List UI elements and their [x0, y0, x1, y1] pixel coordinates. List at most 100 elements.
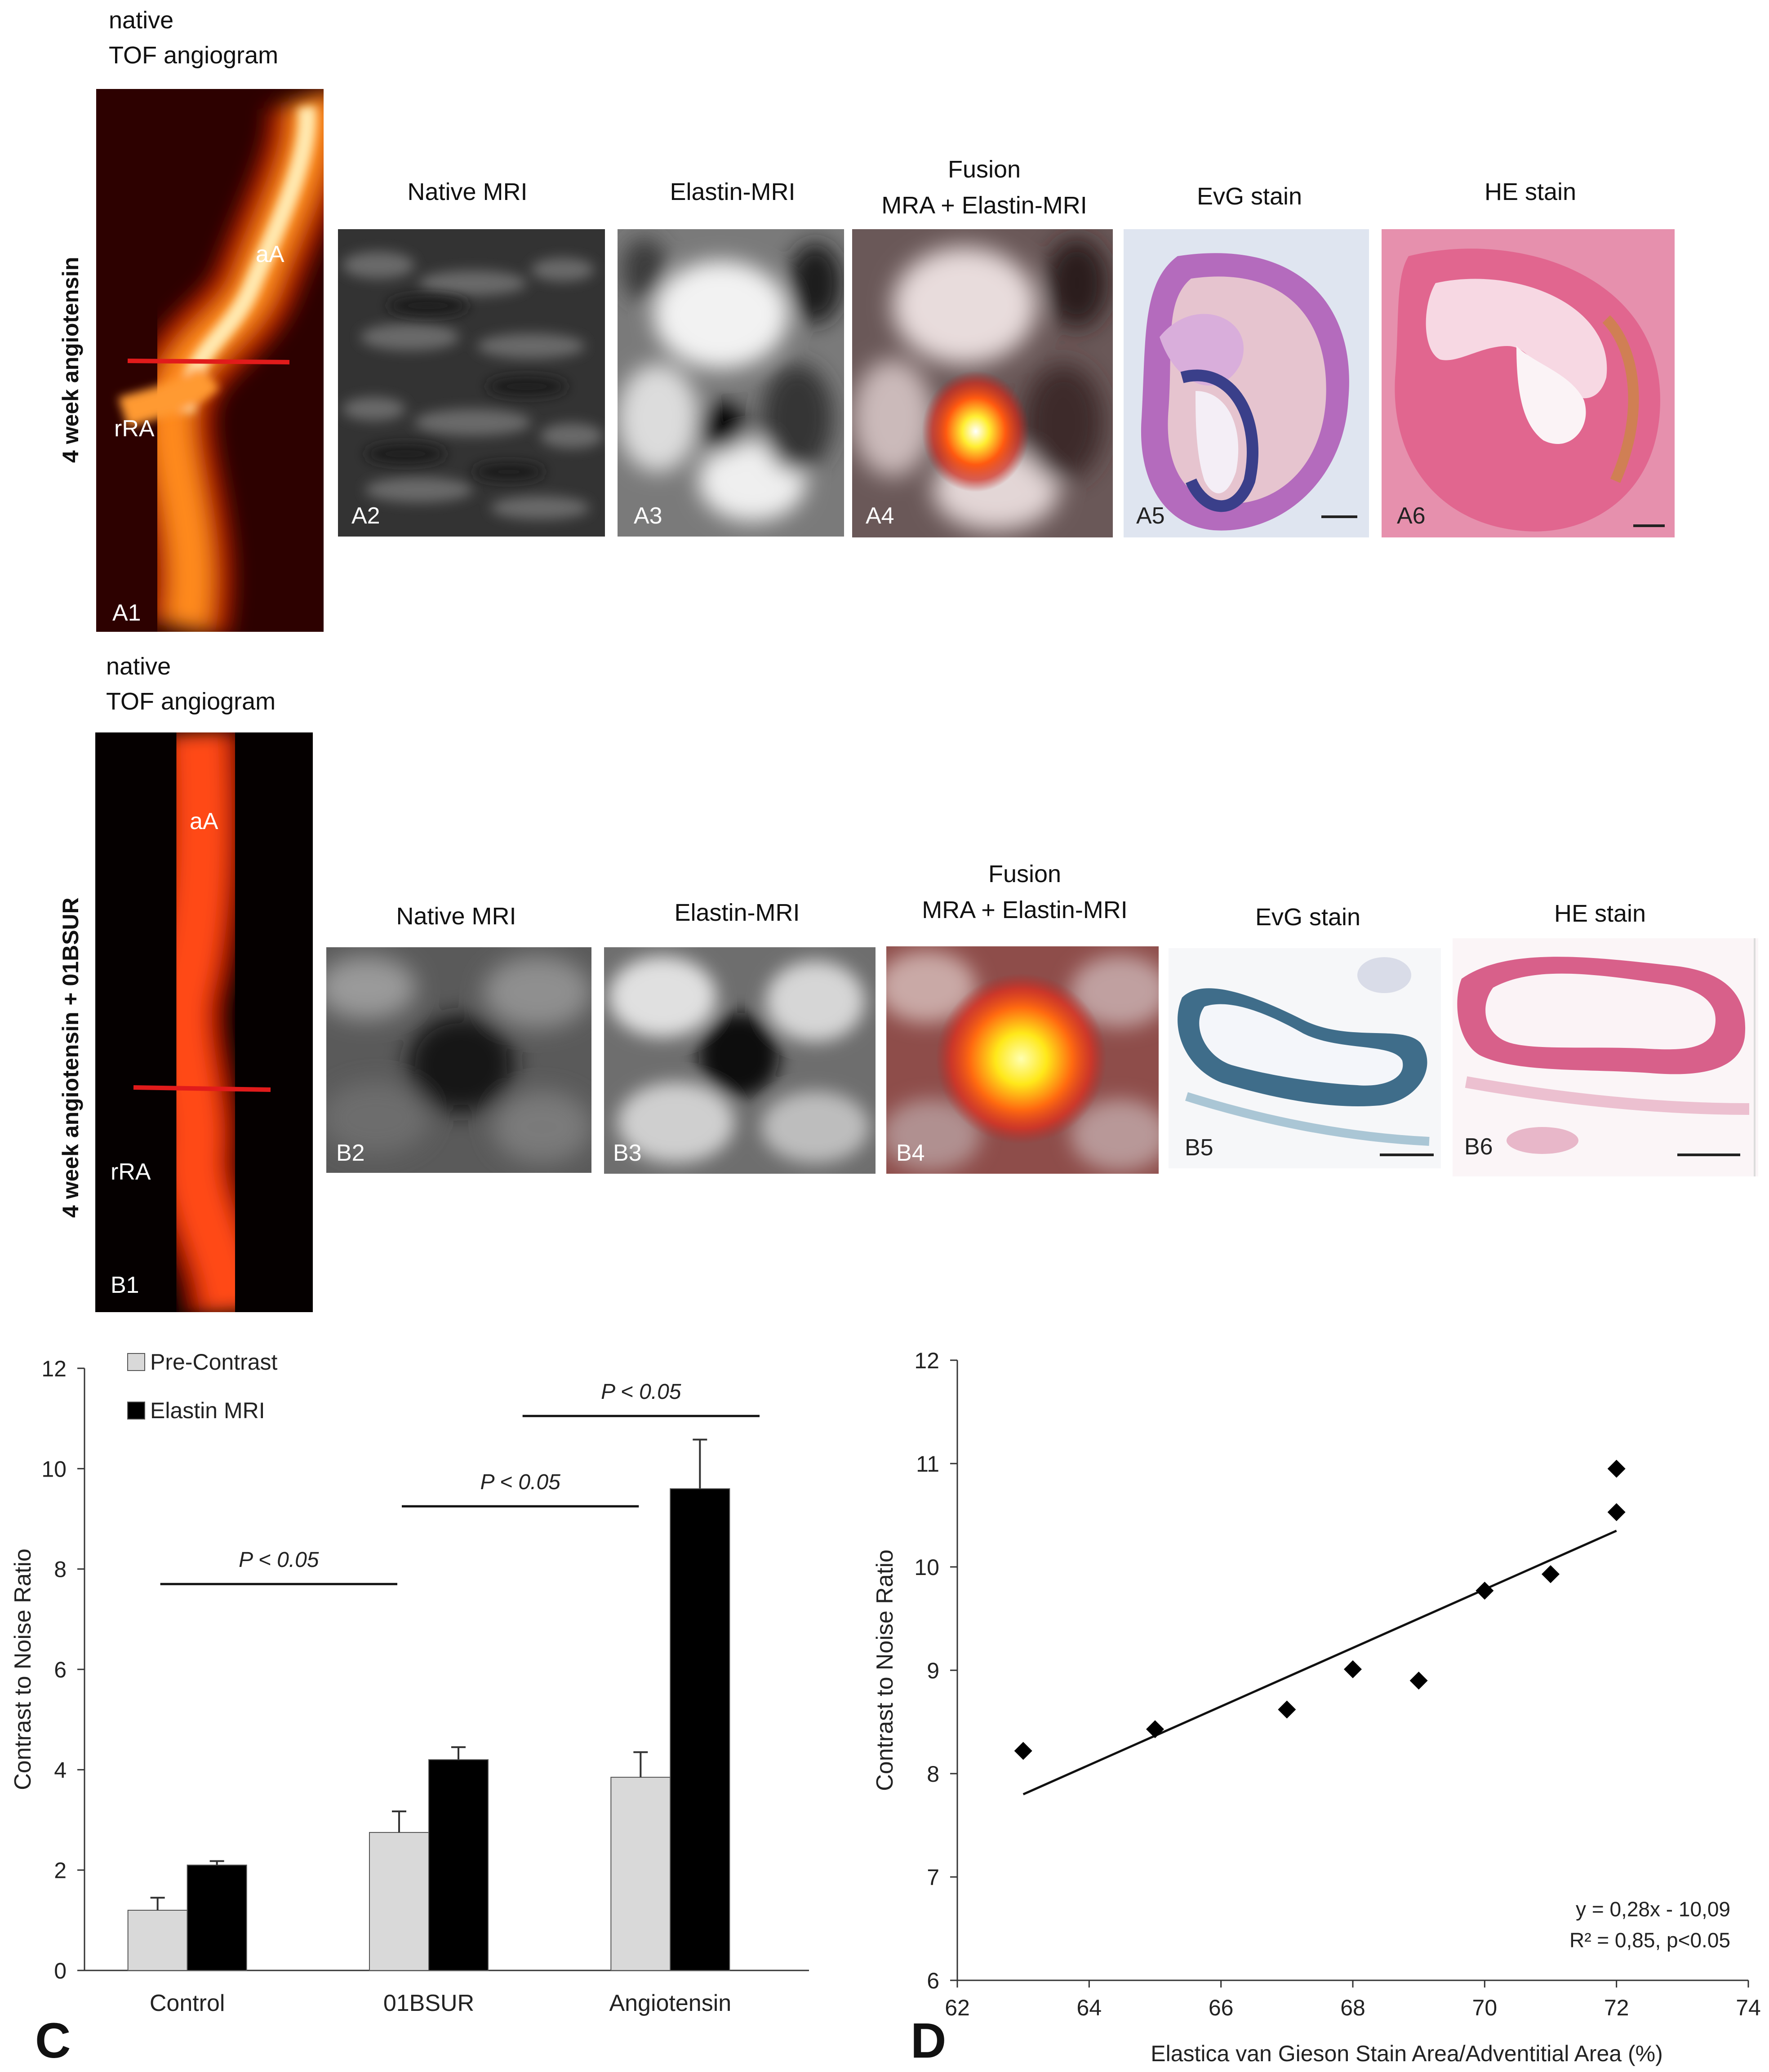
y-tick-label: 6 [927, 1968, 939, 1993]
tag-a2: A2 [351, 503, 380, 529]
data-point [1476, 1581, 1494, 1600]
row-b-side-label: 4 week angiotensin + 01BSUR [58, 897, 84, 1218]
y-tick-label: 10 [41, 1456, 67, 1482]
data-point [1278, 1700, 1296, 1719]
tag-a1: A1 [112, 600, 141, 626]
title-elastin-mri-a: Elastin-MRI [670, 178, 796, 205]
tag-b2: B2 [336, 1140, 365, 1166]
bar [428, 1759, 489, 1971]
x-tick-label: 66 [1209, 1995, 1234, 2020]
data-point [1607, 1503, 1626, 1522]
x-tick-label: 74 [1736, 1995, 1761, 2020]
row-b-side-label-bold: 01BSUR [58, 897, 83, 986]
y-tick-label: 7 [927, 1865, 939, 1890]
regression-equation: y = 0,28x - 10,09 [1576, 1897, 1730, 1921]
bar [670, 1488, 730, 1971]
data-point [1409, 1672, 1428, 1690]
title-he-stain-a: HE stain [1484, 178, 1577, 205]
tag-b5: B5 [1185, 1135, 1213, 1161]
y-axis-label: Contrast to Noise Ratio [872, 1549, 898, 1791]
y-tick-label: 4 [54, 1757, 67, 1783]
x-tick-label: 68 [1340, 1995, 1365, 2020]
panel-b3-elastin-mri: B3 [604, 947, 876, 1174]
y-tick-label: 2 [54, 1858, 67, 1883]
panel-b2-native-mri: B2 [326, 947, 591, 1173]
y-tick-label: 11 [916, 1451, 939, 1477]
significance-label: P < 0.05 [601, 1380, 681, 1404]
bar [369, 1832, 429, 1971]
panel-letter-c: C [35, 2013, 71, 2068]
data-point [1146, 1720, 1164, 1739]
y-tick-label: 8 [927, 1761, 939, 1787]
tag-b4: B4 [896, 1140, 925, 1166]
label-rra-b: rRA [111, 1159, 151, 1185]
legend-swatch [127, 1353, 145, 1371]
title-elastin-mri-b: Elastin-MRI [674, 899, 800, 926]
tag-a4: A4 [866, 503, 894, 529]
data-point [1542, 1565, 1560, 1584]
tof-title-a-line1: native [109, 7, 174, 34]
x-tick-label: 64 [1077, 1995, 1102, 2020]
data-point [1344, 1660, 1362, 1678]
panel-b1-tof-angiogram: aA rRA B1 [95, 732, 313, 1312]
panel-b6-he-stain: B6 [1453, 938, 1758, 1176]
y-tick-label: 0 [54, 1958, 67, 1983]
y-tick-label: 10 [914, 1555, 939, 1580]
panel-a1-tof-angiogram: aA rRA A1 [96, 89, 324, 632]
tag-b6: B6 [1464, 1134, 1493, 1160]
panel-a6-he-stain: A6 [1382, 229, 1675, 537]
chart-c-bar: 0 2 4 6 8 10 12 Contrast to Noise Ratio Control 0… [10, 1349, 809, 2016]
title-native-mri-a: Native MRI [407, 178, 528, 205]
legend-label: Elastin MRI [150, 1398, 265, 1423]
data-point [1014, 1742, 1032, 1760]
panel-b4-fusion: B4 [886, 946, 1159, 1174]
x-tick-label: 70 [1472, 1995, 1498, 2020]
x-tick-label: 72 [1604, 1995, 1629, 2020]
row-b-side-label-plain: 4 week angiotensin + [58, 986, 83, 1218]
tag-b1: B1 [111, 1272, 139, 1298]
panel-letter-d: D [911, 2013, 947, 2068]
x-tick-label: 62 [945, 1995, 970, 2020]
significance-label: P < 0.05 [239, 1548, 319, 1572]
row-a-side-label: 4 week angiotensin [58, 257, 83, 463]
trendline [1022, 1530, 1617, 1796]
title-evg-stain-a: EvG stain [1196, 183, 1302, 210]
panel-a2-native-mri: A2 [338, 229, 605, 537]
y-tick-label: 9 [927, 1658, 939, 1683]
y-axis-label: Contrast to Noise Ratio [10, 1548, 36, 1790]
y-tick-label: 12 [914, 1348, 939, 1373]
significance-label: P < 0.05 [480, 1470, 560, 1494]
y-tick-label: 12 [41, 1356, 67, 1381]
x-axis-label: Elastica van Gieson Stain Area/Adventiti… [1151, 2041, 1662, 2066]
x-tick-label: Control [150, 1990, 225, 2016]
title-fusion-a-line2: MRA + Elastin-MRI [881, 192, 1087, 219]
legend-label: Pre-Contrast [150, 1349, 278, 1375]
title-fusion-b-line2: MRA + Elastin-MRI [922, 896, 1128, 923]
panel-b5-evg-stain: B5 [1169, 948, 1441, 1168]
label-rra-a: rRA [114, 416, 155, 442]
tof-title-b-line2: TOF angiogram [106, 688, 276, 715]
label-aa-a: aA [256, 241, 284, 267]
regression-r-squared: R² = 0,85, p<0.05 [1569, 1928, 1730, 1952]
panel-a3-elastin-mri: A3 [618, 229, 844, 537]
bar [610, 1777, 671, 1971]
panel-a5-evg-stain: A5 [1124, 229, 1369, 537]
chart-d-scatter: 6 7 8 9 10 11 12 62 64 66 68 70 72 74 Contrast to Nois… [872, 1348, 1761, 2066]
title-fusion-b-line1: Fusion [988, 861, 1062, 887]
bar [127, 1910, 188, 1971]
tof-title-b-line1: native [106, 653, 171, 680]
y-tick-label: 6 [54, 1657, 67, 1682]
y-tick-label: 8 [54, 1557, 67, 1582]
tag-a5: A5 [1136, 503, 1165, 529]
x-tick-label: Angiotensin [609, 1990, 731, 2016]
title-evg-stain-b: EvG stain [1255, 904, 1361, 931]
label-aa-b: aA [190, 808, 218, 834]
tag-a6: A6 [1397, 503, 1426, 529]
title-fusion-a-line1: Fusion [947, 156, 1021, 183]
bar [187, 1864, 247, 1971]
title-native-mri-b: Native MRI [396, 903, 516, 930]
tag-a3: A3 [634, 503, 662, 529]
panel-a4-fusion: A4 [852, 229, 1113, 537]
tof-title-a-line2: TOF angiogram [109, 42, 279, 69]
tag-b3: B3 [613, 1140, 642, 1166]
